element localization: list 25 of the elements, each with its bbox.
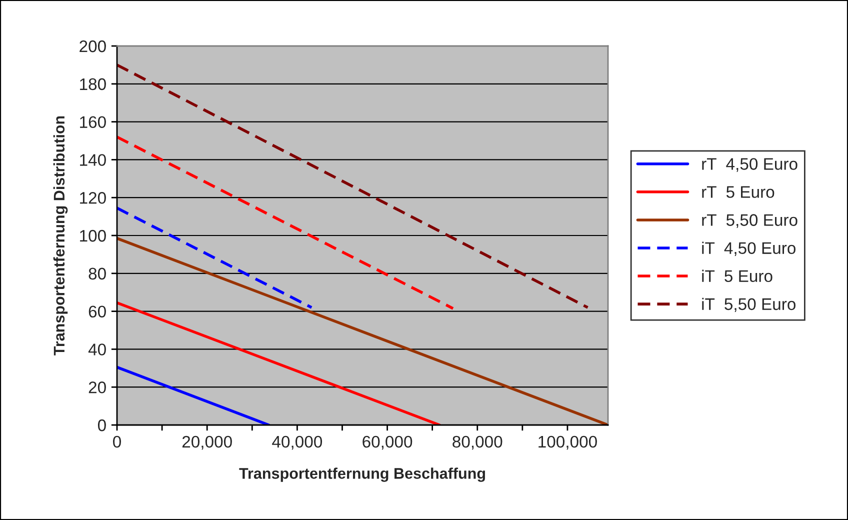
legend-label: rT 4,50 Euro — [702, 158, 798, 172]
y-tick-label: 20 — [88, 382, 106, 394]
x-tick-label: 80,000 — [452, 436, 502, 450]
x-tick-label: 100,000 — [538, 436, 597, 450]
y-tick-label: 100 — [80, 230, 106, 242]
y-tick-label: 160 — [80, 116, 106, 128]
y-tick-label: 80 — [88, 268, 106, 280]
legend-label: iT 5 Euro — [702, 270, 772, 282]
legend-label: iT 5,50 Euro — [702, 298, 796, 312]
x-axis-title: Transportentfernung Beschaffung — [239, 468, 485, 482]
y-tick-label: 200 — [80, 40, 106, 52]
legend-label: rT 5 Euro — [702, 186, 774, 198]
x-tick-label: 40,000 — [272, 436, 322, 450]
y-tick-label: 180 — [80, 78, 106, 90]
x-tick-label: 60,000 — [362, 436, 412, 450]
y-tick-label: 40 — [88, 344, 106, 356]
y-axis-title: Transportentfernung Distribution — [53, 116, 68, 356]
x-tick-label: 0 — [113, 436, 121, 448]
x-tick-label: 20,000 — [182, 436, 232, 450]
y-tick-label: 0 — [98, 419, 106, 432]
legend-label: rT 5,50 Euro — [702, 214, 798, 228]
legend-label: iT 4,50 Euro — [702, 242, 796, 256]
y-tick-label: 60 — [88, 306, 106, 318]
y-tick-label: 120 — [80, 192, 106, 204]
y-tick-label: 140 — [80, 154, 106, 166]
